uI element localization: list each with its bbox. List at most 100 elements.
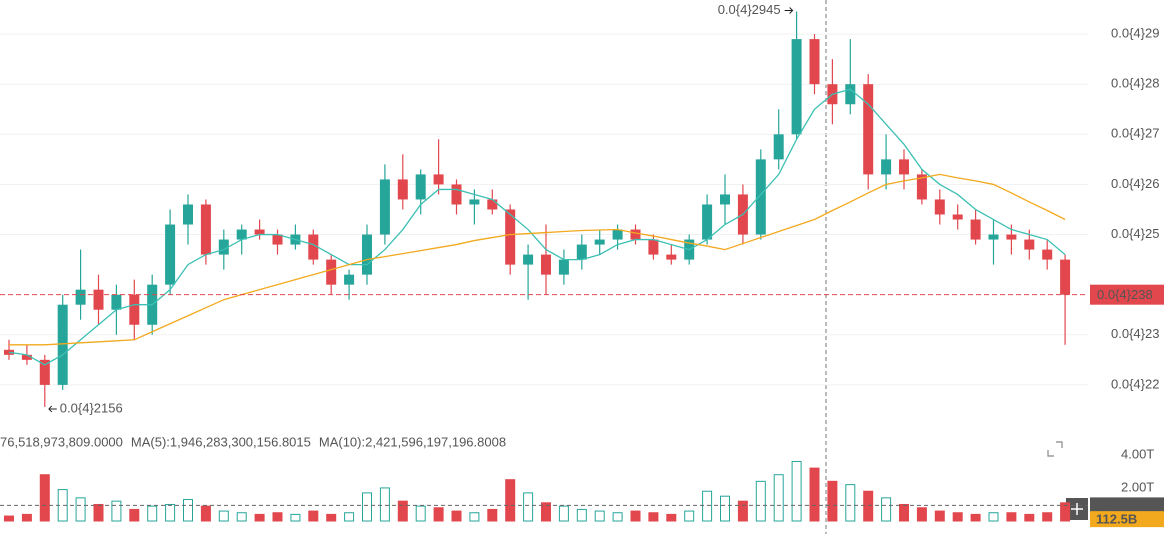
- volume-bar: [952, 512, 963, 522]
- annotation-arrow: [48, 405, 57, 413]
- candle-body: [916, 174, 927, 200]
- expand-icon[interactable]: [1047, 441, 1063, 457]
- y-tick-label: 0.0{4}29: [1111, 26, 1159, 41]
- volume-bar: [415, 505, 426, 522]
- annotation-arrow: [784, 7, 794, 14]
- volume-bar: [469, 512, 480, 522]
- candle-body: [541, 254, 551, 275]
- candle-body: [183, 204, 193, 225]
- candle-body: [630, 229, 641, 240]
- expand-bg[interactable]: [1044, 438, 1066, 460]
- last-price-tag: [1090, 284, 1164, 305]
- candle-body: [21, 354, 32, 360]
- volume-bar: [487, 508, 498, 522]
- candle-body: [469, 199, 480, 205]
- candle-body: [863, 84, 874, 175]
- volume-bar: [326, 513, 337, 522]
- expand-button[interactable]: [1044, 438, 1066, 460]
- volume-bar: [75, 497, 86, 522]
- candle-body: [200, 204, 211, 255]
- candle-body: [397, 179, 408, 200]
- candle-body: [594, 239, 605, 245]
- volume-bar: [39, 474, 50, 522]
- candle-body: [666, 254, 677, 260]
- volume-bar: [200, 505, 211, 522]
- volume-bar: [147, 505, 158, 522]
- volume-bar: [308, 510, 319, 522]
- volume-bar: [1060, 502, 1071, 522]
- candle-body: [702, 204, 713, 240]
- volume-bar: [379, 487, 390, 522]
- candle-body: [39, 359, 50, 385]
- candle-body: [720, 194, 730, 205]
- volume-marker-label: 943.76B: [1096, 498, 1145, 513]
- volume-bar: [272, 512, 283, 522]
- candle-body: [487, 199, 498, 210]
- candle-body: [326, 259, 337, 285]
- y-tick-label: 0.0{4}25: [1111, 226, 1159, 241]
- volume-bar: [1024, 513, 1035, 522]
- candle-body: [1060, 259, 1071, 295]
- candle-body: [576, 244, 587, 260]
- candle-body: [648, 239, 659, 255]
- candle-body: [254, 229, 265, 235]
- y-tick-label: 0.0{4}23: [1111, 326, 1159, 341]
- candle-body: [1024, 239, 1035, 250]
- candle-body: [505, 209, 516, 265]
- moving-average: [8, 88, 1066, 366]
- volume-bar: [827, 480, 838, 522]
- add-button[interactable]: [1066, 498, 1088, 520]
- candle-body: [523, 254, 534, 265]
- volume-marker-tag: [1090, 511, 1164, 528]
- candle-body: [129, 294, 140, 325]
- volume-legend: MA(5):1,946,283,300,156.8015: [131, 434, 311, 449]
- annotation-label: 0.0{4}2945: [718, 2, 781, 17]
- candle-body: [75, 289, 86, 305]
- volume-bar: [863, 490, 874, 522]
- annotation-label: 0.0{4}2156: [60, 400, 123, 415]
- candle-body: [379, 179, 390, 235]
- volume-bar: [236, 512, 247, 522]
- candle-body: [612, 229, 623, 240]
- candle-body: [845, 84, 856, 105]
- y-tick-label: 0.0{4}26: [1111, 176, 1159, 191]
- volume-marker-label: 112.5B: [1096, 512, 1137, 527]
- candle-body: [93, 289, 104, 310]
- volume-bar: [218, 510, 229, 522]
- add-icon[interactable]: [1071, 503, 1083, 515]
- volume-bar: [791, 460, 802, 522]
- candle-body: [111, 294, 122, 310]
- candle-body: [1042, 249, 1053, 260]
- candle-body: [755, 159, 766, 235]
- candle-body: [57, 304, 68, 385]
- candle-body: [773, 134, 784, 160]
- volume-bar: [433, 507, 444, 522]
- y-tick-label: 0.0{4}28: [1111, 76, 1159, 91]
- candle-body: [236, 229, 247, 240]
- candle-body: [881, 159, 892, 175]
- candle-body: [451, 184, 462, 205]
- candle-body: [272, 234, 283, 245]
- volume-bar: [4, 515, 14, 522]
- volume-bar: [666, 513, 677, 522]
- volume-bar: [881, 497, 892, 522]
- volume-bar: [165, 503, 176, 522]
- volume-bar: [755, 480, 766, 522]
- volume-bar: [451, 510, 462, 522]
- candle-body: [558, 259, 569, 275]
- volume-bar: [558, 505, 569, 522]
- volume-bar: [773, 474, 784, 522]
- volume-bar: [523, 492, 534, 522]
- volume-bar: [183, 499, 193, 522]
- volume-bar: [1042, 512, 1053, 522]
- candle-body: [809, 39, 820, 85]
- candle-body: [970, 219, 981, 240]
- volume-bar: [845, 484, 856, 522]
- candle-body: [988, 234, 999, 240]
- volume-legend: MA(10):2,421,596,197,196.8008: [319, 434, 506, 449]
- candle-body: [362, 234, 372, 275]
- candle-body: [433, 174, 444, 185]
- volume-bar: [737, 500, 748, 522]
- volume-tick-label: 4.00T: [1121, 446, 1154, 461]
